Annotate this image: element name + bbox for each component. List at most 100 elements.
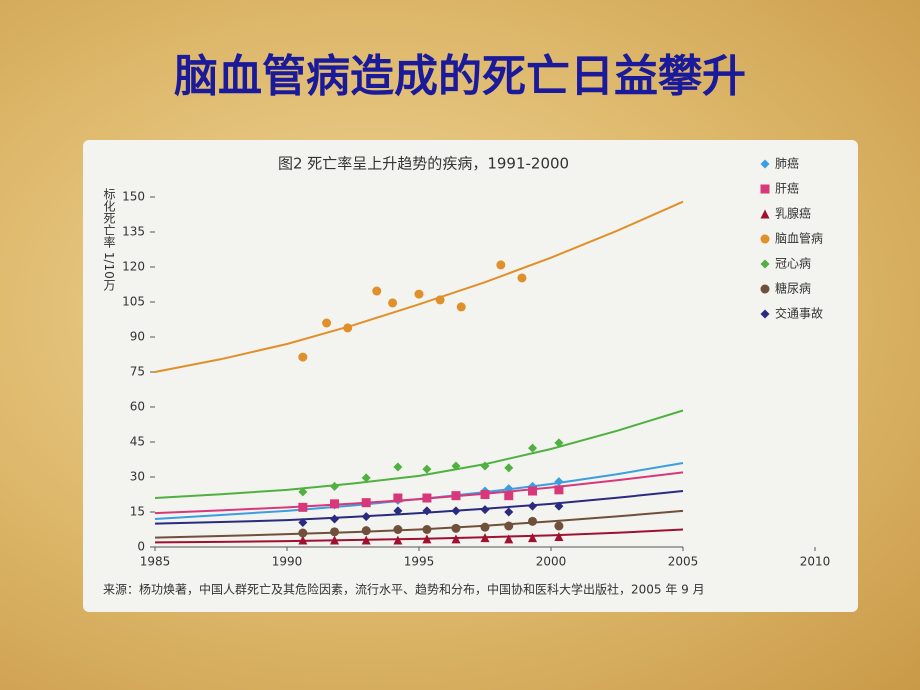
data-point: [361, 526, 371, 536]
source-note: 来源：杨功焕著，中国人群死亡及其危险因素，流行水平、趋势和分布，中国协和医科大学…: [103, 582, 705, 597]
legend-marker: [760, 284, 770, 294]
data-point: [393, 462, 403, 472]
data-point: [480, 505, 490, 515]
data-point: [528, 443, 538, 453]
slide-title: 脑血管病造成的死亡日益攀升: [174, 51, 746, 102]
data-point: [504, 521, 514, 531]
data-point: [480, 461, 490, 471]
legend-marker: [760, 234, 770, 244]
x-tick-label: 2000: [536, 555, 567, 569]
y-tick-label: 75: [130, 365, 145, 379]
data-point: [554, 485, 564, 495]
trend-line: [154, 490, 684, 525]
data-point: [451, 491, 461, 501]
y-tick-label: 135: [122, 225, 145, 239]
data-point: [451, 506, 461, 516]
data-point: [393, 535, 403, 545]
legend-label: 糖尿病: [775, 281, 811, 296]
x-tick-label: 2005: [668, 555, 699, 569]
data-point: [361, 512, 371, 522]
data-point: [422, 534, 432, 544]
data-point: [361, 535, 371, 545]
data-point: [393, 506, 403, 516]
data-point: [298, 487, 308, 497]
data-point: [298, 502, 308, 512]
legend-label: 肺癌: [775, 156, 799, 171]
data-point: [330, 481, 340, 491]
data-point: [504, 507, 514, 517]
data-point: [528, 501, 538, 511]
data-point: [298, 518, 308, 527]
data-point: [343, 323, 353, 333]
data-point: [528, 516, 538, 526]
data-point: [496, 260, 506, 270]
data-point: [517, 273, 527, 283]
data-point: [298, 528, 308, 538]
data-point: [554, 501, 564, 511]
y-tick-label: 0: [137, 540, 145, 554]
data-point: [554, 438, 564, 448]
data-point: [298, 535, 308, 545]
x-tick-label: 1990: [272, 555, 303, 569]
trend-line: [154, 200, 684, 373]
data-point: [528, 486, 538, 496]
data-point: [414, 289, 424, 299]
y-tick-label: 150: [122, 190, 145, 204]
data-point: [330, 527, 340, 537]
data-point: [422, 493, 432, 503]
data-point: [393, 493, 403, 503]
legend-label: 脑血管病: [775, 231, 823, 246]
y-tick-label: 60: [130, 400, 145, 414]
legend-marker: [760, 209, 770, 219]
data-point: [298, 352, 308, 362]
data-point: [435, 295, 445, 305]
data-point: [422, 464, 432, 474]
data-point: [322, 318, 332, 328]
data-point: [456, 302, 466, 312]
legend-label: 冠心病: [775, 256, 811, 271]
legend-marker: [760, 259, 770, 269]
y-tick-label: 30: [130, 470, 145, 484]
data-point: [504, 491, 514, 501]
data-point: [451, 523, 461, 533]
data-point: [554, 477, 564, 487]
data-point: [330, 514, 340, 524]
data-point: [480, 533, 490, 543]
data-point: [480, 490, 490, 499]
trend-line: [154, 528, 684, 544]
y-tick-label: 120: [122, 260, 145, 274]
chart-panel: [83, 140, 858, 612]
data-point: [554, 521, 564, 531]
data-point: [361, 498, 371, 508]
data-point: [451, 461, 461, 471]
trend-line: [154, 409, 684, 499]
data-point: [451, 534, 461, 544]
data-point: [330, 535, 340, 545]
trend-line: [154, 509, 684, 539]
data-point: [422, 506, 432, 516]
y-tick-label: 105: [122, 295, 145, 309]
data-point: [554, 532, 564, 541]
data-point: [480, 522, 490, 532]
legend-marker: [760, 159, 770, 169]
chart-title: 图2 死亡率呈上升趋势的疾病，1991-2000: [278, 155, 569, 173]
legend-marker: [760, 309, 770, 319]
data-point: [422, 525, 432, 534]
data-point: [372, 286, 382, 296]
data-point: [504, 463, 514, 473]
y-tick-label: 45: [130, 435, 145, 449]
x-tick-label: 1995: [404, 555, 435, 569]
chart: 图2 死亡率呈上升趋势的疾病，1991-2000 标化死亡率 1/10万 来源：…: [83, 140, 858, 612]
trend-line: [154, 471, 684, 515]
legend-marker: [760, 184, 770, 194]
y-tick-label: 90: [130, 330, 145, 344]
data-point: [388, 298, 398, 308]
y-axis-label: 标化死亡率 1/10万: [102, 188, 116, 291]
y-tick-label: 15: [130, 505, 145, 519]
legend-label: 肝癌: [775, 181, 799, 196]
x-tick-label: 2010: [800, 555, 831, 569]
data-point: [504, 534, 514, 544]
legend-label: 乳腺癌: [775, 206, 811, 221]
legend-label: 交通事故: [775, 306, 823, 321]
data-point: [393, 525, 403, 534]
